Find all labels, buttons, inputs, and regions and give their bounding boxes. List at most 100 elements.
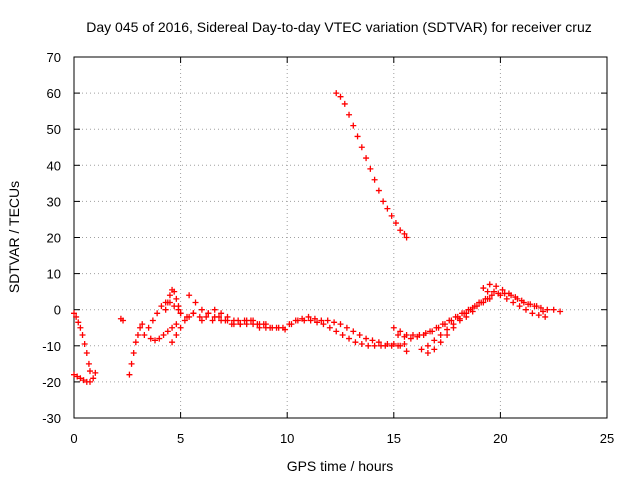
data-point (537, 304, 544, 311)
data-point (427, 328, 434, 335)
y-tick-label: 60 (47, 86, 61, 101)
data-point (424, 342, 431, 349)
y-tick-label: 0 (54, 303, 61, 318)
data-point (134, 331, 141, 338)
data-point (437, 339, 444, 346)
data-point (431, 337, 438, 344)
data-point (469, 308, 476, 315)
data-point (520, 299, 527, 306)
data-point (397, 342, 404, 349)
data-point (203, 313, 210, 320)
data-point (508, 292, 515, 299)
data-point (395, 331, 402, 338)
data-point (456, 317, 463, 324)
data-point (337, 93, 344, 100)
data-point (550, 306, 557, 313)
data-point (145, 324, 152, 331)
data-point (137, 324, 144, 331)
data-point (501, 290, 508, 297)
data-point (544, 306, 551, 313)
series-track-l (333, 90, 410, 241)
data-point (132, 339, 139, 346)
y-tick-label: 30 (47, 194, 61, 209)
y-axis-label: SDTVAR / TECUs (6, 181, 22, 293)
series-track-s (488, 290, 547, 315)
data-point (173, 331, 180, 338)
series-track-q (480, 281, 564, 315)
data-point (86, 378, 93, 385)
data-point (388, 212, 395, 219)
data-point (173, 321, 180, 328)
data-point (205, 310, 212, 317)
data-point (73, 313, 80, 320)
data-point (71, 310, 77, 317)
data-point (282, 326, 289, 333)
data-point (147, 335, 154, 342)
series-track-k (198, 306, 269, 328)
data-point (352, 339, 359, 346)
series-track-n (395, 295, 491, 342)
data-point (484, 288, 491, 295)
data-point (350, 328, 357, 335)
data-point (250, 317, 257, 324)
data-point (444, 331, 451, 338)
data-point (218, 317, 225, 324)
y-tick-label: 70 (47, 50, 61, 65)
data-point (540, 308, 547, 315)
y-tick-label: 40 (47, 158, 61, 173)
data-point (126, 371, 133, 378)
data-point (237, 321, 244, 328)
data-point (499, 286, 506, 293)
data-point (431, 346, 438, 353)
data-point (160, 331, 167, 338)
data-point (81, 340, 88, 347)
data-point (390, 324, 397, 331)
y-tick-label: -20 (42, 375, 61, 390)
data-point (522, 306, 529, 313)
data-point (463, 313, 470, 320)
data-point (527, 301, 534, 308)
data-point (275, 324, 282, 331)
data-point (80, 377, 87, 384)
data-point (77, 324, 84, 331)
data-point (198, 317, 205, 324)
data-point (158, 303, 165, 310)
data-point (164, 328, 171, 335)
data-point (269, 324, 276, 331)
data-point (346, 111, 353, 118)
data-point (196, 313, 203, 320)
data-point (149, 317, 156, 324)
data-point (177, 310, 184, 317)
data-point (503, 295, 510, 302)
y-tick-label: -10 (42, 339, 61, 354)
data-point (371, 176, 378, 183)
data-point (529, 310, 536, 317)
data-point (480, 285, 487, 292)
data-point (156, 335, 163, 342)
data-point (85, 360, 92, 367)
data-point (92, 369, 99, 376)
data-point (183, 313, 190, 320)
data-point (363, 155, 370, 162)
data-point (152, 337, 159, 344)
y-tick-label: 10 (47, 267, 61, 282)
y-tick-labels: -30 -20 -10 0 10 20 30 40 50 60 70 (42, 50, 61, 426)
series-track-c (117, 315, 127, 324)
x-tick-label: 15 (387, 431, 401, 446)
data-point (510, 299, 517, 306)
data-point (230, 317, 237, 324)
data-point (482, 295, 489, 302)
data-point (403, 348, 410, 355)
series-track-o (418, 295, 489, 353)
data-point (256, 321, 263, 328)
y-tick-label: -30 (42, 411, 61, 426)
data-point (476, 299, 483, 306)
data-point (169, 339, 176, 346)
data-point (211, 306, 218, 313)
data-point (173, 295, 180, 302)
data-point (181, 317, 188, 324)
data-point (397, 328, 404, 335)
data-point (414, 333, 421, 340)
data-point (533, 303, 540, 310)
